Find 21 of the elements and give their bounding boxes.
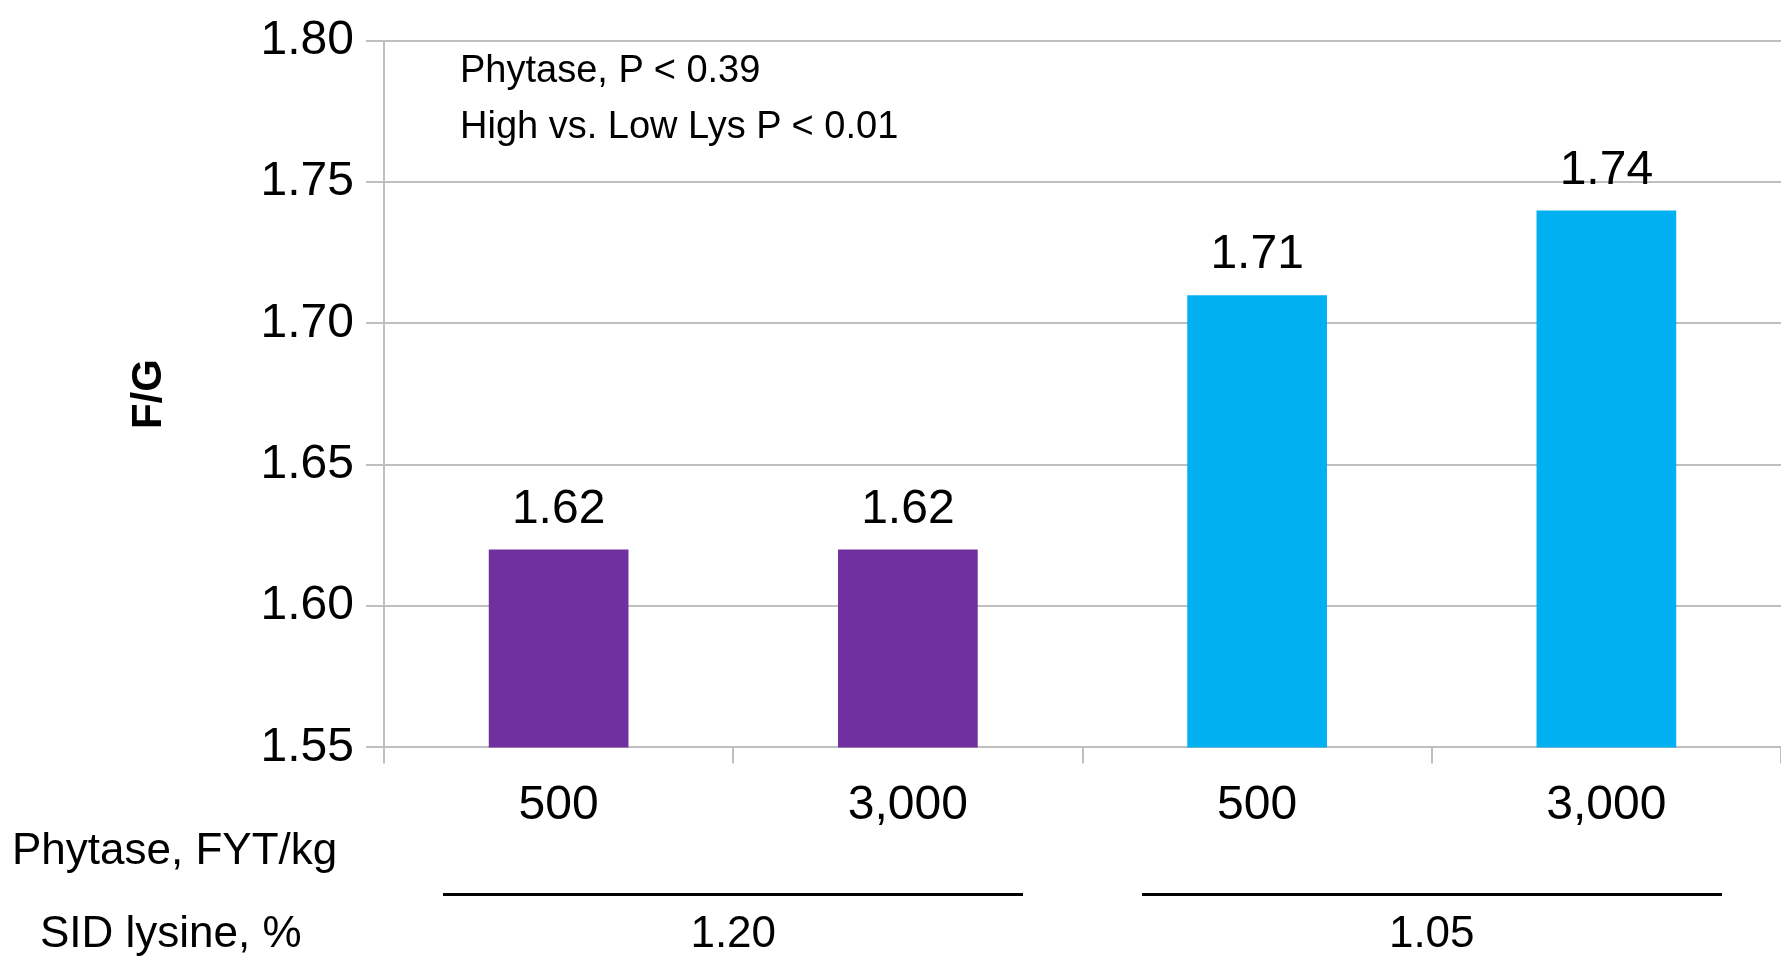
y-tick-label: 1.60 [260,576,354,630]
x-axis-title: Phytase, FYT/kg [12,824,338,874]
x-tick-label: 500 [518,776,599,830]
data-label: 1.74 [1559,140,1654,194]
text: SID lysine, % [40,907,302,957]
y-tick-label: 1.55 [260,717,354,771]
x-tick-label: 3,000 [1546,776,1667,830]
text: 1.05 [1387,906,1476,958]
y-tick-label: 1.80 [260,11,354,65]
text: 1.20 [689,906,778,958]
annotation: Phytase, P < 0.39 [460,48,761,91]
y-axis-title: F/G [122,359,170,430]
data-label: 1.62 [861,479,955,533]
y-tick-label: 1.65 [260,434,354,488]
data-label: 1.71 [1210,225,1304,279]
x-tick-label: 500 [1217,776,1298,830]
data-label: 1.62 [511,479,606,533]
x-tick-label: 3,000 [847,776,968,830]
y-tick-label: 1.70 [260,293,354,347]
y-tick-label: 1.75 [260,152,354,206]
annotation: High vs. Low Lys P < 0.01 [460,104,899,147]
